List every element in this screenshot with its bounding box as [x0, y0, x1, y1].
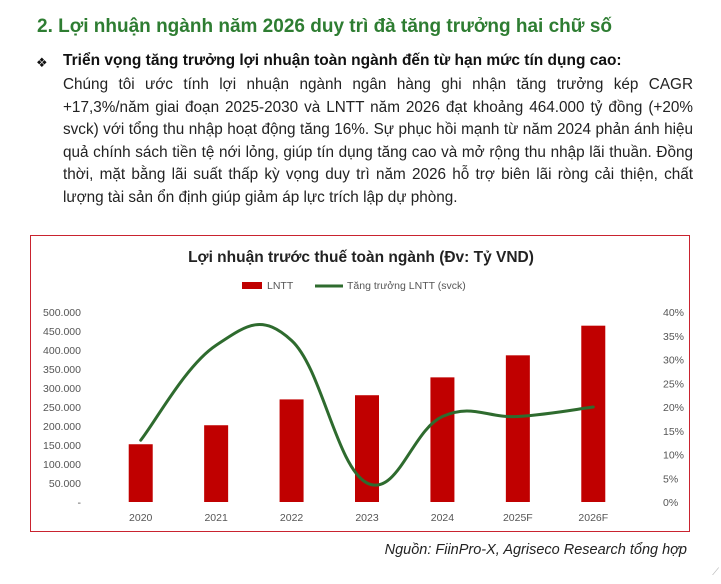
bar-2022 [279, 399, 304, 502]
chart-frame: Lợi nhuận trước thuế toàn ngành (Đv: Tỷ … [30, 235, 690, 532]
chart-title: Lợi nhuận trước thuế toàn ngành (Đv: Tỷ … [188, 249, 534, 266]
bullet-title: Triển vọng tăng trưởng lợi nhuận toàn ng… [63, 52, 622, 69]
right-tick-label: 40% [663, 307, 684, 319]
left-tick-label: 350.000 [43, 364, 81, 376]
bullet-diamond-icon: ❖ [36, 55, 48, 70]
bar-series [128, 325, 606, 502]
left-tick-label: 250.000 [43, 402, 81, 414]
body-paragraph: Chúng tôi ước tính lợi nhuận ngành ngân … [63, 76, 693, 206]
left-tick-label: 150.000 [43, 440, 81, 452]
x-tick-label: 2020 [129, 512, 153, 524]
left-axis: - 50.000 100.000 150.000 200.000 250.000 300.0… [43, 307, 81, 509]
left-tick-label: 500.000 [43, 307, 81, 319]
right-tick-label: 0% [663, 497, 678, 509]
right-tick-label: 20% [663, 402, 684, 414]
right-tick-label: 35% [663, 331, 684, 343]
x-tick-label: 2021 [204, 512, 228, 524]
x-tick-label: 2024 [431, 512, 455, 524]
legend-bar-label: LNTT [267, 280, 294, 292]
section-heading: 2. Lợi nhuận ngành năm 2026 duy trì đà t… [37, 16, 612, 37]
bar-2021 [204, 425, 229, 502]
x-tick-label: 2025F [503, 512, 533, 524]
x-tick-label: 2023 [355, 512, 379, 524]
left-tick-label: 50.000 [49, 478, 81, 490]
x-tick-label: 2026F [578, 512, 608, 524]
corner-mark: ⁄ [715, 566, 717, 578]
right-tick-label: 30% [663, 355, 684, 367]
right-tick-label: 25% [663, 378, 684, 390]
legend-line-label: Tăng trưởng LNTT (svck) [347, 280, 466, 292]
left-tick-label: 400.000 [43, 345, 81, 357]
right-tick-label: 5% [663, 473, 678, 485]
bar-2020 [128, 444, 153, 502]
growth-line [139, 323, 595, 487]
profit-chart: Lợi nhuận trước thuế toàn ngành (Đv: Tỷ … [43, 249, 684, 524]
x-axis: 2020 2021 2022 2023 2024 2025F 2026F [129, 512, 608, 524]
source-note: Nguồn: FiinPro-X, Agriseco Research tổng… [384, 542, 687, 558]
right-axis: 0% 5% 10% 15% 20% 25% 30% 35% 40% [663, 307, 684, 509]
left-tick-label: - [78, 497, 82, 509]
bar-2025F [505, 355, 530, 502]
bar-2026F [581, 325, 606, 502]
left-tick-label: 450.000 [43, 326, 81, 338]
chart-legend: LNTT Tăng trưởng LNTT (svck) [242, 280, 466, 292]
right-tick-label: 10% [663, 450, 684, 462]
x-tick-label: 2022 [280, 512, 304, 524]
left-tick-label: 300.000 [43, 383, 81, 395]
legend-bar-swatch [242, 282, 262, 289]
left-tick-label: 100.000 [43, 459, 81, 471]
right-tick-label: 15% [663, 426, 684, 438]
left-tick-label: 200.000 [43, 421, 81, 433]
bar-2024 [430, 377, 455, 502]
